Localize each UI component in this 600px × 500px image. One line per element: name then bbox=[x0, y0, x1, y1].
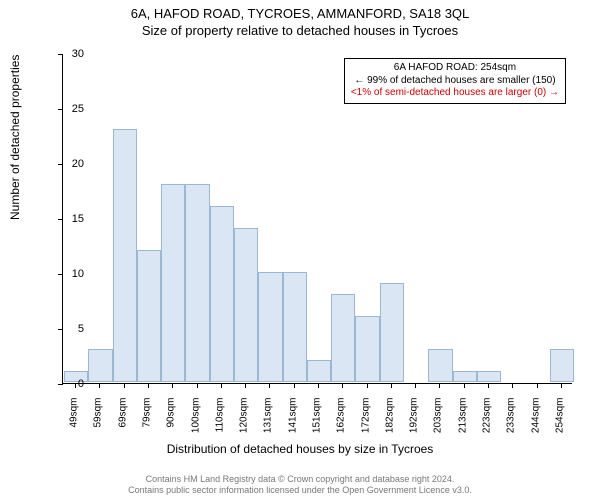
xtick-label: 110sqm bbox=[214, 398, 225, 448]
histogram-bar bbox=[307, 360, 331, 382]
histogram-bar bbox=[137, 250, 161, 382]
chart-area: 6A HAFOD ROAD: 254sqm ← 99% of detached … bbox=[62, 54, 572, 384]
histogram-bar bbox=[355, 316, 379, 382]
histogram-bar bbox=[210, 206, 234, 382]
xtick-label: 69sqm bbox=[117, 398, 128, 448]
histogram-bar bbox=[550, 349, 574, 382]
xtick-mark bbox=[245, 383, 246, 388]
y-axis-label: Number of detached properties bbox=[8, 55, 22, 220]
histogram-bar bbox=[453, 371, 477, 382]
ytick-label: 30 bbox=[44, 48, 84, 60]
address-title: 6A, HAFOD ROAD, TYCROES, AMMANFORD, SA18… bbox=[0, 0, 600, 21]
xtick-label: 162sqm bbox=[336, 398, 347, 448]
annotation-box: 6A HAFOD ROAD: 254sqm ← 99% of detached … bbox=[344, 58, 566, 104]
xtick-mark bbox=[391, 383, 392, 388]
xtick-label: 182sqm bbox=[384, 398, 395, 448]
xtick-label: 90sqm bbox=[166, 398, 177, 448]
xtick-mark bbox=[439, 383, 440, 388]
xtick-label: 233sqm bbox=[506, 398, 517, 448]
xtick-mark bbox=[197, 383, 198, 388]
xtick-label: 223sqm bbox=[482, 398, 493, 448]
xtick-label: 120sqm bbox=[239, 398, 250, 448]
xtick-label: 254sqm bbox=[554, 398, 565, 448]
footer-line1: Contains HM Land Registry data © Crown c… bbox=[0, 474, 600, 485]
xtick-label: 203sqm bbox=[433, 398, 444, 448]
annotation-line1: 6A HAFOD ROAD: 254sqm bbox=[351, 62, 559, 75]
xtick-label: 131sqm bbox=[263, 398, 274, 448]
xtick-label: 213sqm bbox=[457, 398, 468, 448]
xtick-mark bbox=[512, 383, 513, 388]
xtick-label: 244sqm bbox=[530, 398, 541, 448]
xtick-label: 79sqm bbox=[142, 398, 153, 448]
xtick-mark bbox=[488, 383, 489, 388]
histogram-bar bbox=[283, 272, 307, 382]
histogram-bar bbox=[428, 349, 452, 382]
histogram-bar bbox=[161, 184, 185, 382]
histogram-bar bbox=[331, 294, 355, 382]
histogram-bar bbox=[258, 272, 282, 382]
xtick-label: 192sqm bbox=[409, 398, 420, 448]
xtick-mark bbox=[561, 383, 562, 388]
ytick-label: 20 bbox=[44, 158, 84, 170]
chart-subtitle: Size of property relative to detached ho… bbox=[0, 21, 600, 38]
histogram-bar bbox=[88, 349, 112, 382]
xtick-label: 141sqm bbox=[287, 398, 298, 448]
footer-line2: Contains public sector information licen… bbox=[0, 485, 600, 496]
xtick-mark bbox=[172, 383, 173, 388]
xtick-label: 59sqm bbox=[93, 398, 104, 448]
xtick-mark bbox=[148, 383, 149, 388]
xtick-mark bbox=[415, 383, 416, 388]
histogram-bar bbox=[113, 129, 137, 382]
chart-container: 6A, HAFOD ROAD, TYCROES, AMMANFORD, SA18… bbox=[0, 0, 600, 500]
xtick-label: 49sqm bbox=[69, 398, 80, 448]
ytick-label: 5 bbox=[44, 323, 84, 335]
xtick-mark bbox=[269, 383, 270, 388]
histogram-bar bbox=[477, 371, 501, 382]
xtick-mark bbox=[537, 383, 538, 388]
xtick-label: 172sqm bbox=[360, 398, 371, 448]
xtick-mark bbox=[124, 383, 125, 388]
xtick-mark bbox=[294, 383, 295, 388]
ytick-label: 10 bbox=[44, 268, 84, 280]
xtick-mark bbox=[342, 383, 343, 388]
annotation-line3: <1% of semi-detached houses are larger (… bbox=[351, 87, 559, 100]
xtick-label: 151sqm bbox=[312, 398, 323, 448]
xtick-mark bbox=[318, 383, 319, 388]
annotation-line2: ← 99% of detached houses are smaller (15… bbox=[351, 75, 559, 88]
histogram-bar bbox=[185, 184, 209, 382]
ytick-label: 0 bbox=[44, 378, 84, 390]
xtick-mark bbox=[367, 383, 368, 388]
footer-attribution: Contains HM Land Registry data © Crown c… bbox=[0, 474, 600, 496]
xtick-mark bbox=[464, 383, 465, 388]
plot-region: 6A HAFOD ROAD: 254sqm ← 99% of detached … bbox=[62, 54, 572, 384]
xtick-mark bbox=[221, 383, 222, 388]
ytick-label: 25 bbox=[44, 103, 84, 115]
xtick-label: 100sqm bbox=[190, 398, 201, 448]
histogram-bar bbox=[380, 283, 404, 382]
histogram-bar bbox=[234, 228, 258, 382]
xtick-mark bbox=[99, 383, 100, 388]
ytick-label: 15 bbox=[44, 213, 84, 225]
